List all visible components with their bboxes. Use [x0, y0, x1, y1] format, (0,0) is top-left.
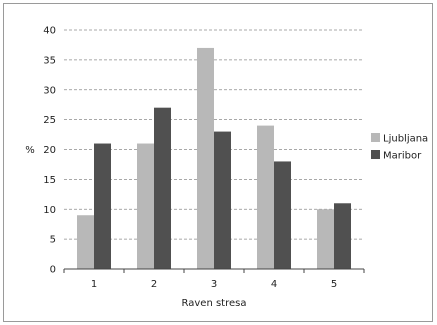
y-tick-label: 5 [50, 235, 56, 246]
y-tick-label: 40 [43, 26, 56, 37]
legend-label-maribor: Maribor [383, 151, 422, 162]
bar-maribor-2 [154, 107, 171, 269]
x-tick-label: 2 [151, 279, 157, 290]
bars [77, 47, 351, 269]
x-axis-label: Raven stresa [182, 298, 247, 309]
y-tick-label: 15 [43, 175, 56, 186]
bar-ljubljana-3 [197, 47, 214, 269]
x-tick-label: 4 [271, 279, 277, 290]
bar-ljubljana-1 [77, 215, 94, 269]
legend: Ljubljana Maribor [371, 133, 428, 162]
bar-ljubljana-2 [137, 143, 154, 269]
legend-swatch-maribor [371, 150, 380, 159]
bar-maribor-3 [214, 131, 231, 269]
legend-swatch-ljubljana [371, 133, 380, 142]
bar-maribor-4 [274, 161, 291, 269]
y-tick-label: 20 [43, 145, 56, 156]
bar-maribor-5 [334, 203, 351, 269]
bar-ljubljana-5 [317, 209, 334, 269]
x-tick-labels: 1 2 3 4 5 [63, 269, 365, 290]
y-tick-label: 25 [43, 115, 56, 126]
x-tick-label: 3 [211, 279, 217, 290]
y-tick-label: 10 [43, 205, 56, 216]
y-axis-label: % [25, 145, 35, 156]
bar-ljubljana-4 [257, 125, 274, 269]
y-tick-label: 30 [43, 85, 56, 96]
x-tick-label: 1 [91, 279, 97, 290]
legend-label-ljubljana: Ljubljana [383, 134, 428, 145]
y-tick-label: 35 [43, 55, 56, 66]
x-tick-label: 5 [331, 279, 337, 290]
y-tick-labels: 0 5 10 15 20 25 30 35 40 [43, 26, 56, 276]
bar-maribor-1 [94, 143, 111, 269]
y-tick-label: 0 [50, 265, 56, 276]
